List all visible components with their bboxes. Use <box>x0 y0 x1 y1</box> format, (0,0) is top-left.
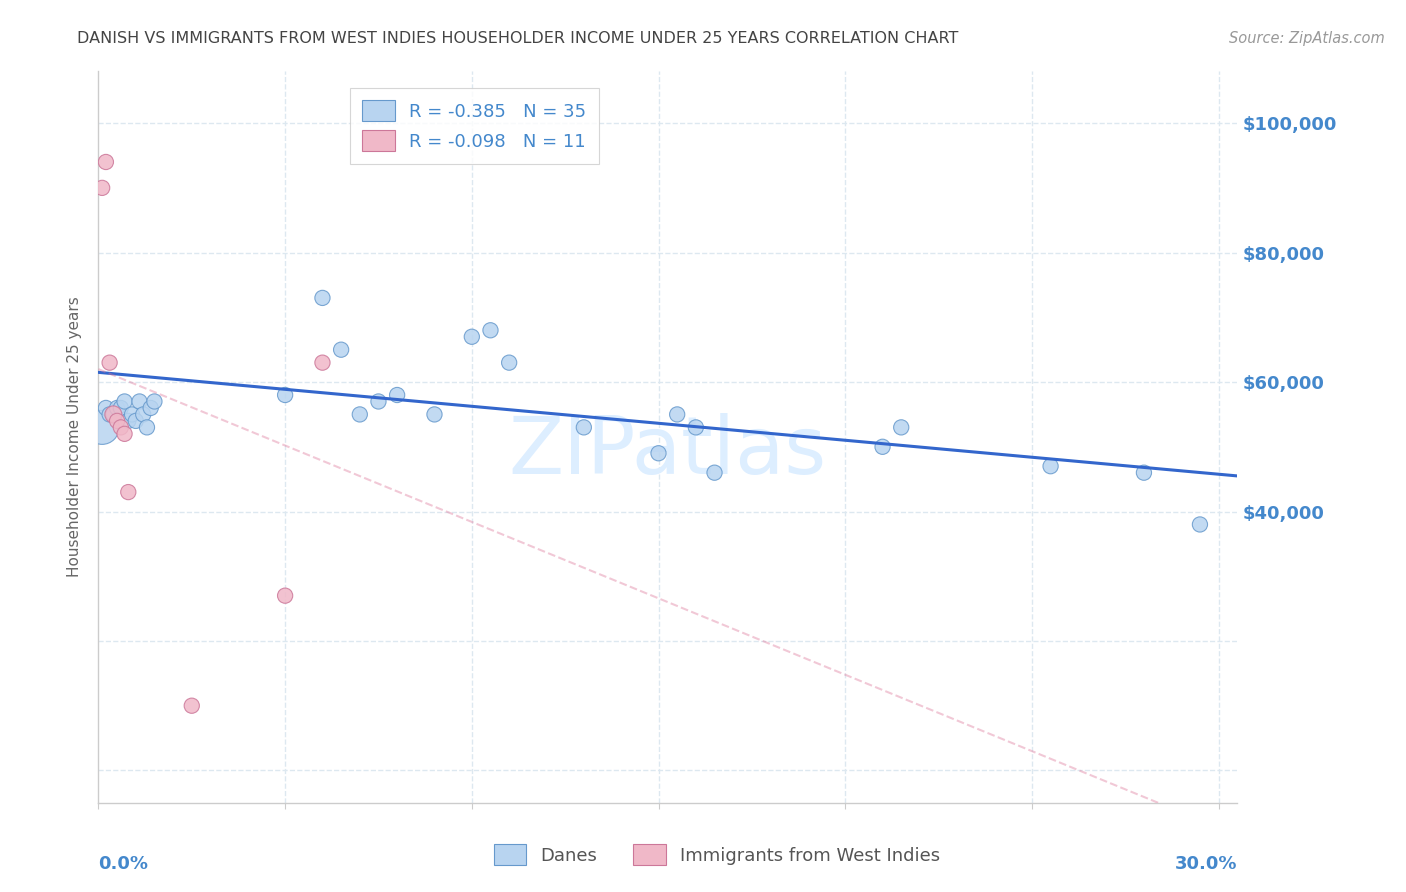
Y-axis label: Householder Income Under 25 years: Householder Income Under 25 years <box>67 297 83 577</box>
Point <box>114 426 136 441</box>
Point <box>121 408 143 422</box>
Point <box>136 420 159 434</box>
Point <box>98 408 121 422</box>
Point <box>110 420 132 434</box>
Point <box>1188 517 1211 532</box>
Point <box>367 394 389 409</box>
Point <box>311 356 333 370</box>
Point <box>703 466 725 480</box>
Point <box>666 408 689 422</box>
Point <box>128 394 150 409</box>
Point <box>479 323 502 337</box>
Point <box>105 401 128 415</box>
Text: 0.0%: 0.0% <box>98 855 149 872</box>
Point <box>1133 466 1156 480</box>
Point <box>117 485 139 500</box>
Legend: Danes, Immigrants from West Indies: Danes, Immigrants from West Indies <box>486 837 948 872</box>
Point <box>139 401 162 415</box>
Point <box>180 698 202 713</box>
Point <box>1039 459 1062 474</box>
Point <box>349 408 371 422</box>
Point <box>98 356 121 370</box>
Text: DANISH VS IMMIGRANTS FROM WEST INDIES HOUSEHOLDER INCOME UNDER 25 YEARS CORRELAT: DANISH VS IMMIGRANTS FROM WEST INDIES HO… <box>77 31 959 46</box>
Point <box>105 414 128 428</box>
Point <box>125 414 148 428</box>
Point <box>132 408 155 422</box>
Point <box>423 408 446 422</box>
Text: Source: ZipAtlas.com: Source: ZipAtlas.com <box>1229 31 1385 46</box>
Point <box>143 394 166 409</box>
Text: 30.0%: 30.0% <box>1175 855 1237 872</box>
Point <box>647 446 669 460</box>
Point <box>872 440 894 454</box>
Point <box>94 155 117 169</box>
Point <box>890 420 912 434</box>
Point <box>274 589 297 603</box>
Point <box>103 408 125 422</box>
Point <box>110 401 132 415</box>
Legend: R = -0.385   N = 35, R = -0.098   N = 11: R = -0.385 N = 35, R = -0.098 N = 11 <box>350 87 599 164</box>
Point <box>117 414 139 428</box>
Text: ZIPatlas: ZIPatlas <box>509 413 827 491</box>
Point <box>91 420 114 434</box>
Point <box>94 401 117 415</box>
Point <box>274 388 297 402</box>
Point <box>91 181 114 195</box>
Point <box>103 408 125 422</box>
Point <box>330 343 353 357</box>
Point <box>498 356 520 370</box>
Point <box>385 388 408 402</box>
Point <box>572 420 595 434</box>
Point <box>114 394 136 409</box>
Point <box>311 291 333 305</box>
Point <box>461 330 484 344</box>
Point <box>685 420 707 434</box>
